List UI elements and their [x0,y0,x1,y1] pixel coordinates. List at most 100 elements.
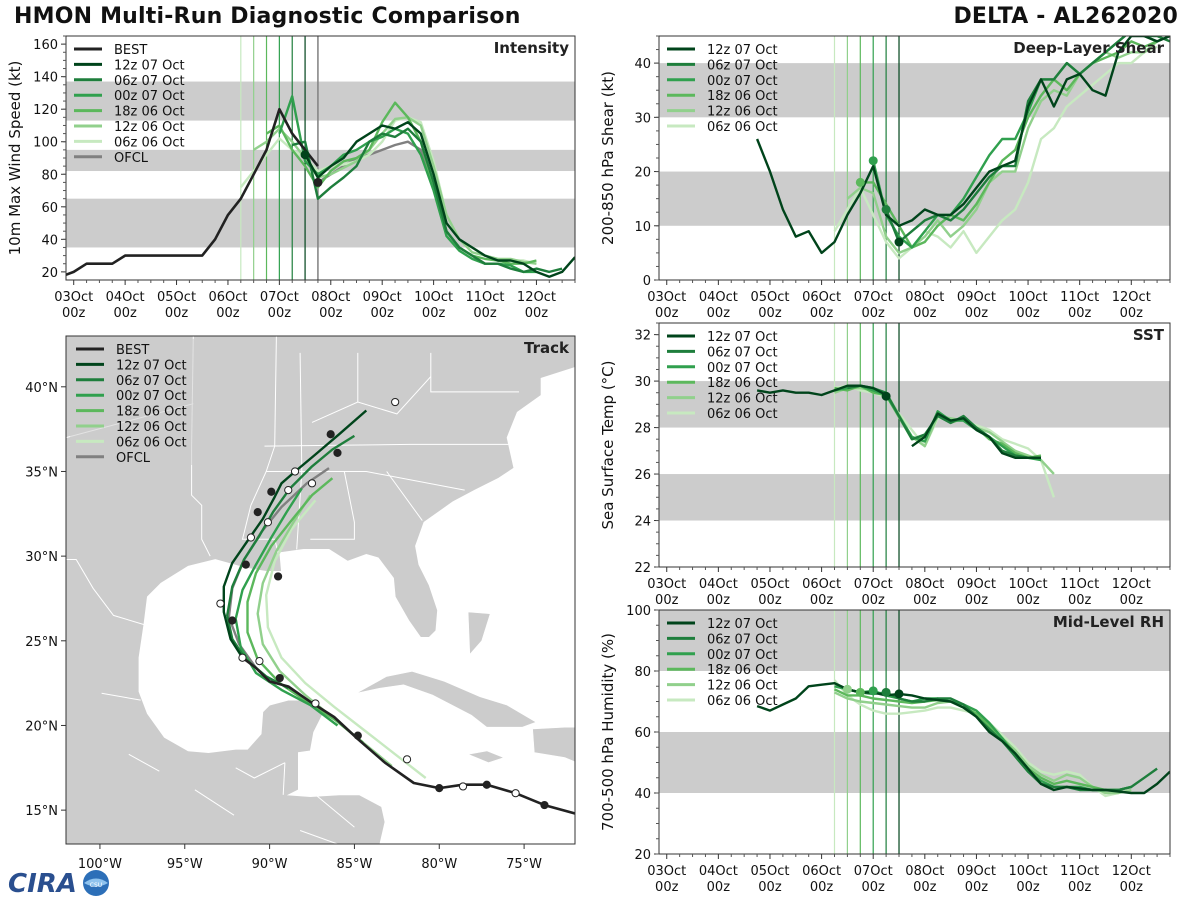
land-bahamas [467,611,491,656]
track-lon-label: 80°W [421,857,457,872]
shear-xtick-label-hour: 00z [965,306,989,321]
track-position-marker [482,780,491,789]
rh-panel-title: Mid-Level RH [1053,613,1164,631]
sst-xtick-label-hour: 00z [758,593,782,608]
intensity-ytick-label: 80 [41,168,58,183]
rh-series-12z-07-oct [756,682,1170,795]
rh-xtick-label-hour: 00z [1120,880,1144,895]
sst-xtick-label-hour: 00z [1068,593,1092,608]
track-legend-label: 18z 06 Oct [116,405,187,420]
shear-legend-label: 12z 06 Oct [707,105,778,120]
intensity-band-1 [66,149,575,172]
sst-panel-title: SST [1133,326,1165,344]
rh-legend-label: 12z 07 Oct [707,617,778,632]
sst-ytick-label: 32 [634,329,651,344]
rh-xtick-label-date: 03Oct [647,864,686,879]
boundary-line [264,443,509,447]
boundary-line [310,471,355,540]
land-hispaniola [532,726,575,763]
track-position-marker [435,784,444,793]
sst-xtick-label-hour: 00z [1120,593,1144,608]
shear-xtick-label-hour: 00z [758,306,782,321]
sst-ytick-label: 24 [634,515,651,530]
sst-legend-label: 06z 06 Oct [707,407,778,422]
track-position-marker [228,616,237,625]
shear-panel-title: Deep-Layer Shear [1013,39,1164,57]
rh-ytick-label: 60 [634,726,651,741]
track-position-marker [353,731,362,740]
cira-logo: CIRA CSU [8,869,109,898]
track-lat-label: 15°N [25,804,58,819]
intensity-panel-title: Intensity [494,39,570,57]
rh-xtick-label-hour: 00z [758,880,782,895]
track-position-marker [241,560,250,569]
sst-xtick-label-date: 09Oct [957,577,996,592]
rh-xtick-label-date: 11Oct [1060,864,1099,879]
rh-band-1 [659,610,1170,671]
sst-xtick-label-hour: 00z [862,593,886,608]
shear-ytick-label: 30 [634,111,651,126]
intensity-legend-label: 18z 06 Oct [114,105,185,120]
intensity-series-12z-07-oct [304,120,575,278]
sst-xtick-label-date: 03Oct [647,577,686,592]
boundary-line [430,352,519,393]
track-position-marker [246,533,256,542]
rh-ytick-label: 40 [634,787,651,802]
track-lat-label: 30°N [25,550,58,565]
shear-xtick-label-date: 04Oct [699,290,738,305]
shear-xtick-label-date: 11Oct [1060,290,1099,305]
intensity-series-18z-06-oct [265,101,537,265]
track-lon-label: 95°W [167,857,203,872]
track-legend-label: 06z 06 Oct [116,435,187,450]
sst-xtick-label-hour: 00z [965,593,989,608]
intensity-band-0 [66,198,575,248]
boundary-line [194,789,235,816]
track-panel-title: Track [524,339,570,357]
track-legend-label: 12z 07 Oct [116,358,187,373]
figure-title: HMON Multi-Run Diagnostic Comparison [14,4,521,29]
rh-xtick-label-date: 10Oct [1009,864,1048,879]
shear-xtick-label-date: 05Oct [750,290,789,305]
track-position-marker [253,508,262,517]
intensity-xtick-label-hour: 00z [525,306,549,321]
sst-xtick-label-hour: 00z [707,593,731,608]
sst-xtick-label-hour: 00z [655,593,679,608]
shear-legend-label: 00z 07 Oct [707,74,778,89]
shear-ylabel: 200-850 hPa Shear (kt) [599,71,617,245]
track-lon-label: 100°W [78,857,122,872]
intensity-legend-label: BEST [114,43,147,58]
rh-xtick-label-date: 12Oct [1112,864,1151,879]
rh-xtick-label-date: 08Oct [905,864,944,879]
intensity-xtick-label-hour: 00z [371,306,395,321]
shear-ytick-label: 10 [634,220,651,235]
rh-series-18z-06-oct [833,688,1132,792]
sst-xtick-label-date: 11Oct [1060,577,1099,592]
shear-ytick-label: 20 [634,166,651,181]
track-lon-label: 75°W [506,857,542,872]
intensity-legend-label: 06z 06 Oct [114,135,185,150]
shear-series-06z-06-oct [833,45,1158,260]
shear-xtick-label-date: 12Oct [1112,290,1151,305]
shear-xtick-label-date: 09Oct [957,290,996,305]
track-frame [65,335,576,845]
shear-xtick-label-hour: 00z [862,306,886,321]
intensity-series-06z-07-oct [291,127,563,274]
track-position-marker [402,755,412,764]
intensity-xtick-label-date: 03Oct [54,290,93,305]
intensity-xtick-label-hour: 00z [62,306,86,321]
track-position-marker [216,599,225,608]
track-position-marker [458,782,468,791]
intensity-xtick-label-hour: 00z [473,306,497,321]
sst-ytick-label: 28 [634,422,651,437]
sst-legend-label: 18z 06 Oct [707,376,778,391]
sst-legend-label: 12z 06 Oct [707,392,778,407]
rh-xtick-label-hour: 00z [810,880,834,895]
intensity-xtick-label-hour: 00z [268,306,292,321]
intensity-series-best [66,107,319,277]
sst-plot-area [659,323,1170,567]
track-lat-label: 35°N [25,465,58,480]
boundary-line [313,792,355,828]
intensity-legend-label: 06z 07 Oct [114,74,185,89]
intensity-ytick-label: 140 [33,71,58,86]
track-position-marker [267,487,276,496]
